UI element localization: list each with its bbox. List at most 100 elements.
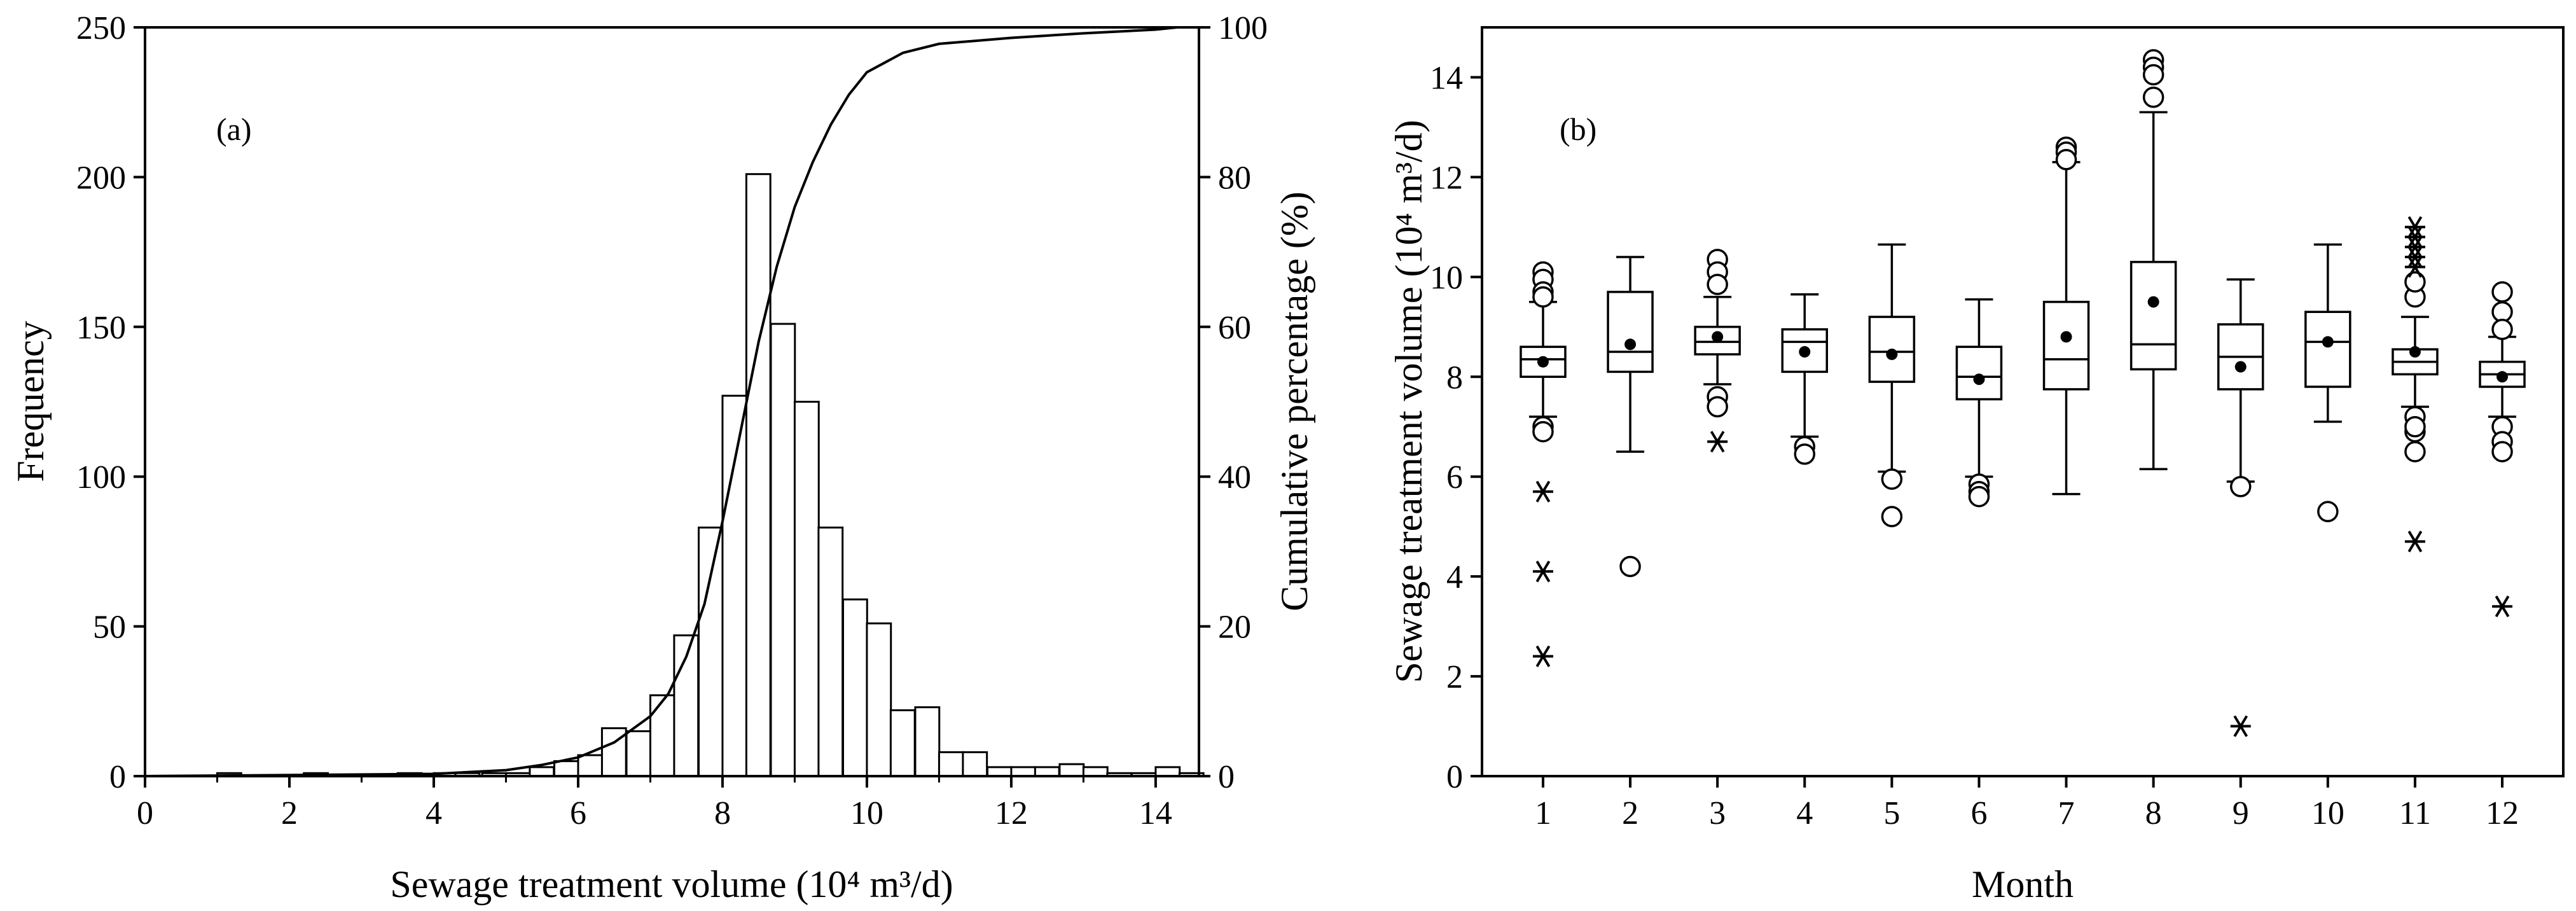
outlier-circle — [2142, 87, 2164, 108]
boxplot-y-tick-label: 10 — [1430, 260, 1463, 296]
boxplot-x-ticks: 1 2 3 4 5 6 7 8 9 10 11 12 — [1535, 776, 2519, 831]
outlier-circle — [1794, 443, 1816, 465]
outlier-circle — [2055, 149, 2077, 170]
histogram-bar — [1058, 763, 1085, 777]
extreme-asterisk — [2404, 236, 2425, 258]
mean-dot — [1537, 356, 1549, 368]
outlier-circle — [1532, 286, 1554, 308]
histogram-bar — [817, 526, 844, 777]
extreme-asterisk — [2404, 226, 2425, 248]
histogram-bar — [962, 751, 988, 777]
histogram-bar — [553, 760, 579, 777]
boxplot-x-tick-label: 8 — [2145, 795, 2162, 831]
month-box — [2129, 49, 2177, 471]
iqr-box — [2042, 300, 2090, 391]
histogram-y-tick-label: 50 — [93, 609, 126, 646]
outlier-circle — [1881, 506, 1903, 527]
extreme-asterisk — [2404, 256, 2425, 278]
mean-dot — [2496, 371, 2509, 383]
mean-dot — [1886, 348, 1898, 360]
histogram-bar — [889, 709, 916, 777]
histogram-y-axis-title: Frequency — [10, 321, 52, 482]
histogram-y-tick-label: 150 — [76, 310, 126, 346]
cumulative-curve — [144, 26, 1178, 777]
histogram-panel: 0 2 4 6 8 10 12 14 0 50 100 150 200 250 0 20 40 60 80 100… — [10, 10, 1315, 905]
boxplot-x-tick-label: 5 — [1883, 795, 1900, 831]
histogram-x-tick-label: 10 — [850, 795, 883, 831]
month-box — [1868, 243, 1916, 527]
iqr-box — [2304, 310, 2351, 388]
outlier-circle — [1881, 468, 1903, 490]
histogram-bars — [216, 173, 1205, 777]
histogram-bar — [529, 766, 555, 777]
histogram-y2-axis-title: Cumulative percentage (%) — [1273, 191, 1315, 611]
histogram-bar — [793, 401, 820, 777]
histogram-y-tick-label: 100 — [76, 459, 126, 496]
histogram-y-tick-label: 200 — [76, 160, 126, 196]
outlier-circle — [1532, 421, 1554, 443]
outlier-circle — [1619, 555, 1641, 578]
histogram-y2-ticks: 0 20 40 60 80 100 — [1199, 10, 1268, 795]
histogram-bar — [866, 622, 892, 777]
histogram-bar — [697, 526, 724, 777]
outlier-circle — [2404, 271, 2426, 293]
histogram-x-tick-label: 12 — [995, 795, 1028, 831]
outlier-circle — [2404, 415, 2426, 438]
extreme-asterisk — [1707, 431, 1728, 453]
boxplot-y-tick-label: 14 — [1430, 60, 1463, 96]
mean-dot — [1712, 331, 1724, 343]
month-box — [2304, 243, 2351, 522]
extreme-asterisk — [1532, 560, 1553, 583]
boxplot-x-tick-label: 3 — [1709, 795, 1726, 831]
histogram-y2-tick-label: 60 — [1218, 310, 1251, 346]
month-box — [2042, 136, 2090, 496]
month-box — [1694, 249, 1741, 453]
histogram-x-tick-label: 6 — [570, 795, 586, 831]
histogram-bar — [649, 694, 675, 777]
histogram-bar — [986, 766, 1013, 777]
boxplot-x-axis-title: Month — [1972, 863, 2074, 905]
histogram-bar — [841, 598, 868, 777]
extreme-asterisk — [2230, 715, 2251, 737]
extreme-asterisk — [2404, 246, 2425, 268]
histogram-x-tick-label: 0 — [137, 795, 153, 831]
histogram-bar — [1082, 766, 1109, 777]
mean-dot — [1624, 338, 1637, 351]
month-box — [1520, 261, 1567, 667]
histogram-x-tick-label: 2 — [281, 795, 298, 831]
histogram-y2-tick-label: 100 — [1218, 10, 1268, 46]
boxplot-y-tick-label: 8 — [1446, 359, 1463, 396]
month-box — [1955, 298, 2003, 508]
histogram-bar — [625, 730, 652, 777]
outlier-circle — [2317, 501, 2339, 522]
histogram-panel-label: (a) — [216, 111, 252, 147]
extreme-asterisk — [1532, 645, 1553, 667]
boxplot-y-tick-label: 0 — [1446, 759, 1463, 795]
outlier-circle — [1707, 396, 1728, 418]
histogram-bar — [1010, 766, 1037, 777]
histogram-bar — [577, 754, 604, 777]
iqr-box — [2129, 261, 2177, 371]
iqr-box — [1520, 345, 1567, 379]
month-box — [2392, 216, 2439, 553]
boxplot-x-tick-label: 11 — [2399, 795, 2431, 831]
histogram-bar — [770, 323, 796, 777]
outlier-circle — [2491, 318, 2513, 340]
histogram-bar — [721, 394, 748, 777]
outlier-circle — [1968, 485, 1990, 508]
outlier-circle — [1707, 274, 1728, 295]
histogram-x-axis-title: Sewage treatment volume (10⁴ m³/d) — [390, 863, 953, 905]
histogram-plot-frame — [144, 26, 1200, 777]
boxplot-x-tick-label: 2 — [1622, 795, 1638, 831]
outlier-circle — [2229, 476, 2252, 497]
extreme-asterisk — [2404, 216, 2425, 238]
histogram-bar — [914, 706, 941, 777]
histogram-y-tick-label: 250 — [76, 10, 126, 46]
mean-dot — [1973, 373, 1985, 386]
boxplot-x-tick-label: 10 — [2311, 795, 2344, 831]
boxplot-x-tick-label: 12 — [2486, 795, 2519, 831]
histogram-y-tick-label: 0 — [109, 759, 126, 795]
histogram-bar — [1034, 766, 1060, 777]
